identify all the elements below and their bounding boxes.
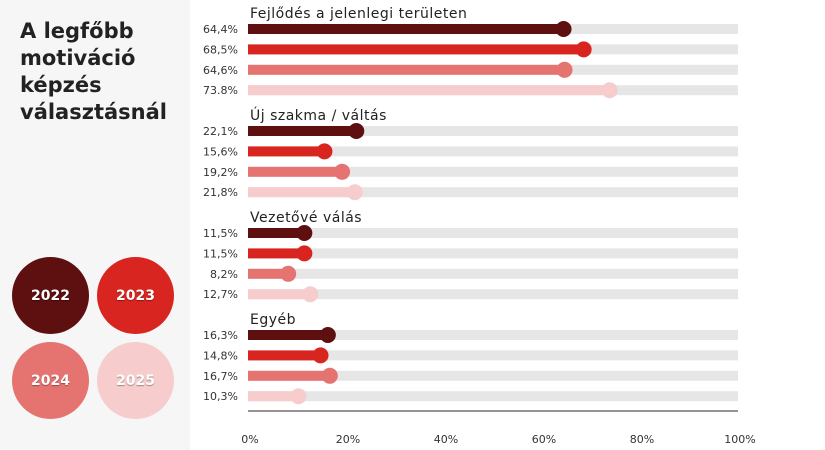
bar-fill (248, 350, 321, 361)
value-label: 10,3% (203, 390, 238, 403)
bar-dot (346, 184, 363, 201)
bar-fill (248, 268, 289, 279)
chart-title: A legfőbb motiváció képzés választásnál (20, 19, 167, 124)
value-label: 16,7% (203, 370, 238, 383)
bar-dot (334, 163, 351, 180)
bar-track (248, 391, 738, 402)
value-label: 22,1% (203, 125, 238, 138)
x-tick-label: 80% (630, 433, 654, 446)
bar-track (248, 126, 738, 136)
bar-track (248, 330, 738, 340)
bar-track (248, 268, 738, 279)
bar-dot (321, 367, 338, 384)
legend-2022: 2022 (12, 257, 89, 334)
bar-dot (575, 41, 592, 58)
legend-label: 2022 (31, 287, 70, 304)
x-tick-label: 0% (241, 433, 258, 446)
bar-track (248, 370, 738, 381)
bar-track (248, 187, 738, 198)
value-label: 73.8% (203, 84, 238, 97)
legend-2025: 2025 (97, 342, 174, 419)
bar-dot (556, 61, 573, 78)
x-tick-label: 60% (532, 433, 556, 446)
legend-2024: 2024 (12, 342, 89, 419)
bar-fill (248, 166, 343, 177)
value-label: 12,7% (203, 288, 238, 301)
bar-dot (319, 327, 336, 343)
bar-dot (280, 265, 297, 282)
group-title: Fejlődés a jelenlegi területen (250, 6, 467, 22)
value-label: 14,8% (203, 349, 238, 362)
bar-fill (248, 187, 355, 198)
value-label: 68,5% (203, 43, 238, 56)
x-tick-label: 100% (724, 433, 755, 446)
bar-fill (248, 64, 565, 75)
x-tick-label: 20% (336, 433, 360, 446)
bar-track (248, 248, 738, 259)
bar-track (248, 166, 738, 177)
bar-dot (348, 123, 365, 139)
bar-fill (248, 248, 305, 259)
bar-track (248, 350, 738, 361)
bar-dot (316, 143, 333, 160)
group-title: Vezetővé válás (250, 210, 362, 226)
group-title: Új szakma / váltás (250, 106, 387, 124)
value-label: 64,6% (203, 64, 238, 77)
bar-dot (296, 225, 313, 241)
bar-fill (248, 370, 330, 381)
bar-track (248, 228, 738, 238)
bar-dot (555, 21, 572, 37)
value-label: 64,4% (203, 23, 238, 36)
bar-fill (248, 44, 584, 55)
bar-dot (302, 286, 319, 303)
bar-dot (290, 388, 307, 405)
bar-fill (248, 228, 305, 238)
bar-fill (248, 330, 328, 340)
x-tick-label: 40% (434, 433, 458, 446)
value-label: 8,2% (210, 268, 238, 281)
bar-dot (296, 245, 313, 262)
value-label: 16,3% (203, 329, 238, 342)
value-label: 11,5% (203, 227, 238, 240)
bar-track (248, 146, 738, 157)
group-title: Egyéb (250, 312, 296, 328)
legend-label: 2023 (116, 287, 155, 304)
bar-dot (601, 82, 618, 99)
legend-label: 2024 (31, 372, 70, 389)
value-label: 19,2% (203, 166, 238, 179)
bar-fill (248, 146, 325, 157)
legend-label: 2025 (116, 372, 155, 389)
bar-fill (248, 289, 311, 300)
bar-track (248, 289, 738, 300)
bar-dot (312, 347, 329, 364)
left-panel: A legfőbb motiváció képzés választásnál … (0, 0, 190, 450)
bar-fill (248, 391, 299, 402)
bar-fill (248, 24, 564, 34)
legend-2023: 2023 (97, 257, 174, 334)
bar-fill (248, 85, 610, 96)
value-label: 21,8% (203, 186, 238, 199)
value-label: 11,5% (203, 247, 238, 260)
value-label: 15,6% (203, 145, 238, 158)
bar-fill (248, 126, 357, 136)
